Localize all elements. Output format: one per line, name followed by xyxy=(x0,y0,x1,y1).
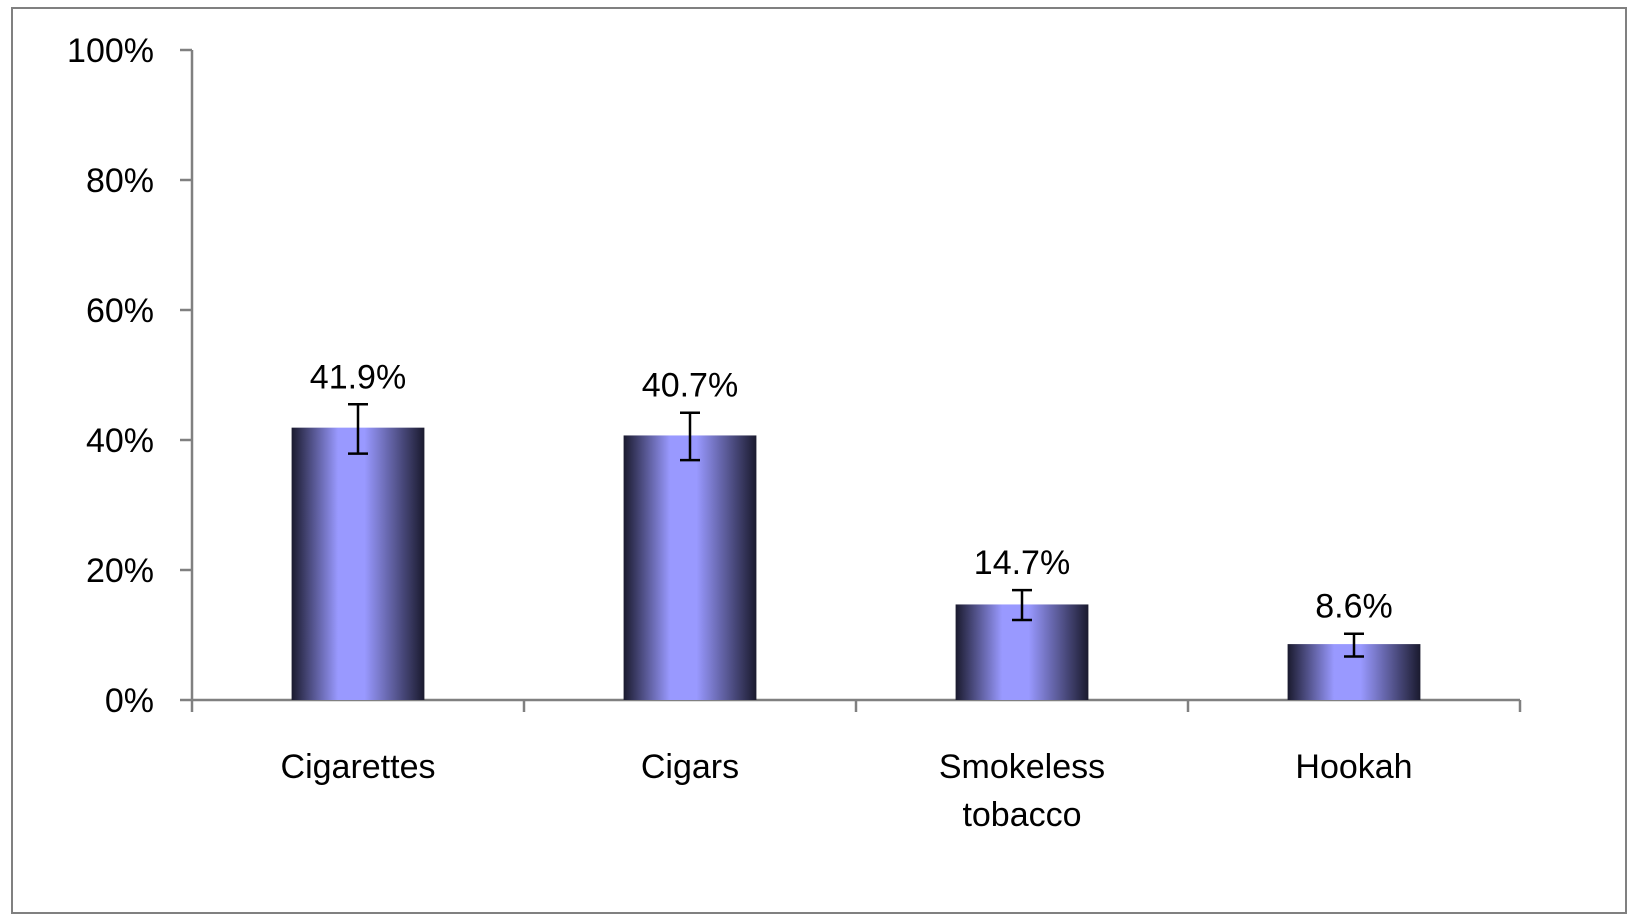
x-tick-label: Smokeless xyxy=(939,748,1105,786)
y-tick-label: 100% xyxy=(67,32,154,70)
data-label: 14.7% xyxy=(974,544,1070,582)
data-labels: 41.9% 40.7% 14.7% 8.6% xyxy=(310,358,1393,625)
y-tick-label: 60% xyxy=(86,292,154,330)
bar xyxy=(623,435,757,700)
y-tick-label: 0% xyxy=(105,682,154,720)
bar xyxy=(291,427,425,700)
error-bars xyxy=(348,403,1364,658)
bars xyxy=(291,427,1421,700)
x-tick-label: Hookah xyxy=(1295,748,1412,786)
y-tick-label: 80% xyxy=(86,162,154,200)
x-tick-label: tobacco xyxy=(962,796,1081,834)
data-label: 41.9% xyxy=(310,358,406,396)
y-tick-label: 40% xyxy=(86,422,154,460)
data-label: 40.7% xyxy=(642,367,738,405)
x-tick-label: Cigars xyxy=(641,748,739,786)
data-label: 8.6% xyxy=(1315,588,1393,626)
chart-border xyxy=(11,7,1627,914)
y-tick-label: 20% xyxy=(86,552,154,590)
x-tick-label: Cigarettes xyxy=(281,748,436,786)
y-axis: 0% 20% 40% 60% 80% 100% xyxy=(67,32,194,720)
